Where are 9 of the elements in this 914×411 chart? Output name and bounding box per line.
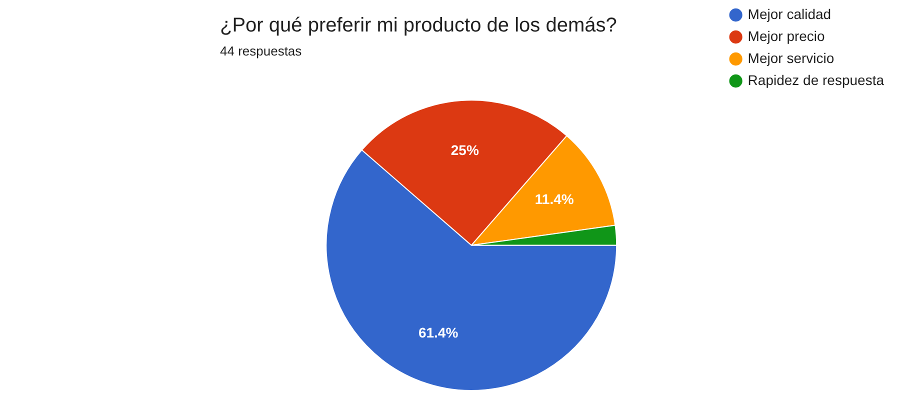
data-label: 11.4%: [534, 191, 574, 208]
data-label: 25%: [450, 142, 480, 158]
data-label: 61.4%: [418, 324, 459, 341]
legend-label: Mejor servicio: [748, 50, 834, 66]
legend-label: Mejor precio: [748, 28, 826, 44]
legend-label: Mejor calidad: [748, 6, 832, 22]
legend-label: Rapidez de respuesta: [748, 72, 884, 88]
text: 44 respuestas: [220, 43, 302, 58]
chart-title: ¿Por qué preferir mi producto de los demás?: [220, 14, 617, 37]
